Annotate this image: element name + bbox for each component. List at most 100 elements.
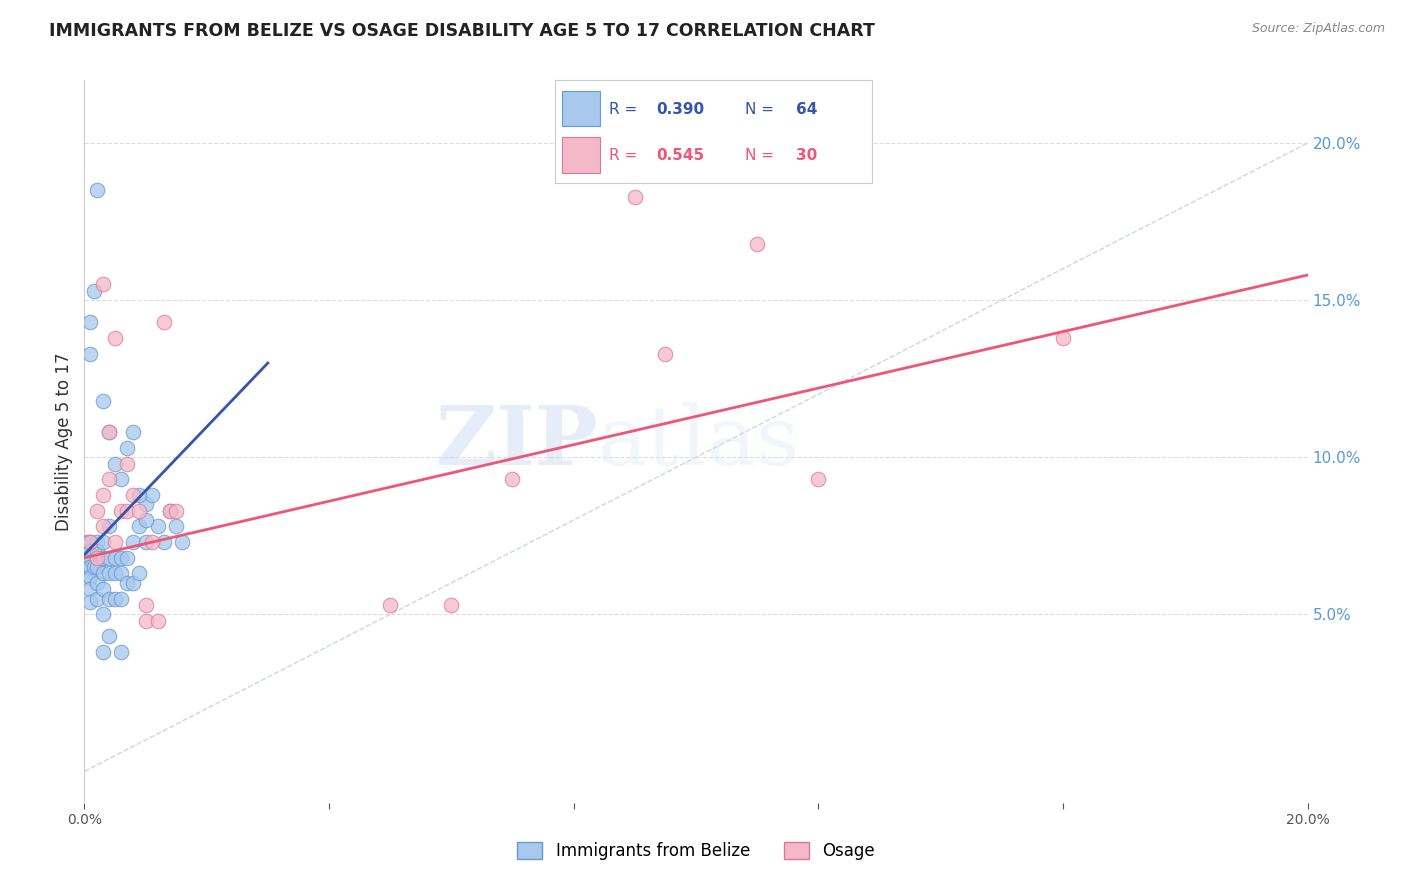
Point: [91, 566, 114, 581]
Point: [91, 607, 114, 622]
Point: [110, 645, 132, 659]
Text: ZIP: ZIP: [436, 401, 598, 482]
Point: [97, 591, 120, 606]
Point: [97, 629, 120, 643]
Point: [104, 331, 127, 345]
Point: [1052, 331, 1074, 345]
Bar: [562, 136, 599, 173]
Point: [110, 472, 132, 486]
Text: atlas: atlas: [598, 401, 800, 482]
Point: [86, 535, 108, 549]
Y-axis label: Disability Age 5 to 17: Disability Age 5 to 17: [55, 352, 73, 531]
Point: [77, 560, 100, 574]
Point: [110, 503, 132, 517]
Point: [79, 535, 101, 549]
Point: [104, 566, 127, 581]
Point: [159, 503, 181, 517]
Point: [79, 582, 101, 597]
Point: [115, 550, 138, 565]
Point: [135, 614, 157, 628]
Point: [86, 575, 108, 590]
Point: [79, 535, 101, 549]
Point: [104, 591, 127, 606]
Point: [91, 582, 114, 597]
Point: [128, 503, 150, 517]
Point: [135, 598, 157, 612]
Point: [86, 591, 108, 606]
Point: [97, 566, 120, 581]
Point: [654, 346, 676, 360]
Point: [122, 535, 145, 549]
Point: [79, 544, 101, 558]
Text: 30: 30: [796, 148, 817, 162]
Point: [77, 544, 100, 558]
Point: [172, 535, 194, 549]
Point: [165, 503, 187, 517]
Text: 64: 64: [796, 102, 817, 117]
Point: [135, 513, 157, 527]
Point: [146, 519, 169, 533]
Text: IMMIGRANTS FROM BELIZE VS OSAGE DISABILITY AGE 5 TO 17 CORRELATION CHART: IMMIGRANTS FROM BELIZE VS OSAGE DISABILI…: [49, 22, 875, 40]
Point: [440, 598, 463, 612]
Point: [153, 315, 176, 329]
Point: [128, 519, 150, 533]
Point: [79, 560, 101, 574]
Point: [165, 519, 187, 533]
Point: [104, 550, 127, 565]
Text: N =: N =: [745, 102, 779, 117]
Point: [83, 284, 105, 298]
Point: [115, 457, 138, 471]
Point: [747, 236, 769, 251]
Point: [122, 425, 145, 439]
Point: [86, 183, 108, 197]
Point: [91, 645, 114, 659]
Point: [380, 598, 402, 612]
Point: [91, 393, 114, 408]
Point: [115, 575, 138, 590]
Point: [97, 472, 120, 486]
Point: [91, 550, 114, 565]
Point: [86, 544, 108, 558]
Point: [83, 544, 105, 558]
Point: [86, 503, 108, 517]
Point: [141, 535, 163, 549]
Point: [97, 550, 120, 565]
Point: [110, 566, 132, 581]
Point: [115, 441, 138, 455]
Text: Source: ZipAtlas.com: Source: ZipAtlas.com: [1251, 22, 1385, 36]
Point: [110, 550, 132, 565]
Point: [128, 488, 150, 502]
Point: [79, 346, 101, 360]
Point: [91, 488, 114, 502]
Text: 0.390: 0.390: [657, 102, 704, 117]
Point: [115, 503, 138, 517]
Point: [146, 614, 169, 628]
Point: [79, 550, 101, 565]
Point: [97, 519, 120, 533]
Text: 0.545: 0.545: [657, 148, 704, 162]
Point: [159, 503, 181, 517]
Point: [77, 550, 100, 565]
Point: [153, 535, 176, 549]
Legend: Immigrants from Belize, Osage: Immigrants from Belize, Osage: [510, 835, 882, 867]
Bar: [562, 91, 599, 127]
Point: [110, 591, 132, 606]
Point: [91, 519, 114, 533]
Point: [128, 566, 150, 581]
Point: [807, 472, 830, 486]
Point: [86, 550, 108, 565]
Point: [122, 575, 145, 590]
Text: R =: R =: [609, 148, 643, 162]
Point: [502, 472, 524, 486]
Point: [135, 497, 157, 511]
Point: [141, 488, 163, 502]
Point: [83, 560, 105, 574]
Point: [76, 535, 98, 549]
Point: [624, 189, 647, 203]
Point: [97, 425, 120, 439]
Text: R =: R =: [609, 102, 643, 117]
Point: [122, 488, 145, 502]
Text: N =: N =: [745, 148, 779, 162]
Point: [79, 569, 101, 583]
Point: [91, 277, 114, 292]
